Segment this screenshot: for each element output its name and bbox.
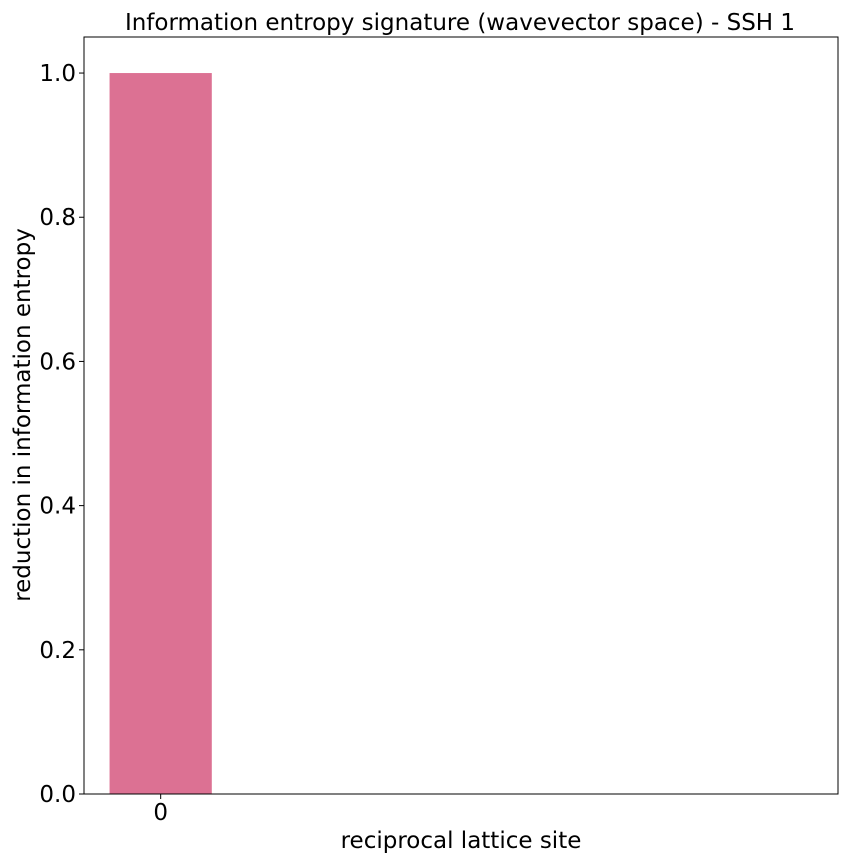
y-axis-label: reduction in information entropy <box>10 228 36 602</box>
x-tick-label: 0 <box>153 800 168 826</box>
y-tick-label: 1.0 <box>39 61 76 87</box>
x-axis-label: reciprocal lattice site <box>341 828 582 854</box>
y-tick-label: 0.4 <box>39 494 76 520</box>
x-axis: 0 <box>153 794 168 826</box>
chart-title: Information entropy signature (wavevecto… <box>125 10 795 36</box>
bar-0 <box>109 73 212 795</box>
plot-area-frame <box>83 36 839 795</box>
y-tick-label: 0.8 <box>39 205 76 231</box>
y-tick-label: 0.0 <box>39 782 76 808</box>
y-tick-label: 0.6 <box>39 349 76 375</box>
bars-group <box>109 73 212 795</box>
y-axis: 0.0 0.2 0.4 0.6 0.8 1.0 <box>39 61 84 808</box>
y-tick-label: 0.2 <box>39 638 76 664</box>
